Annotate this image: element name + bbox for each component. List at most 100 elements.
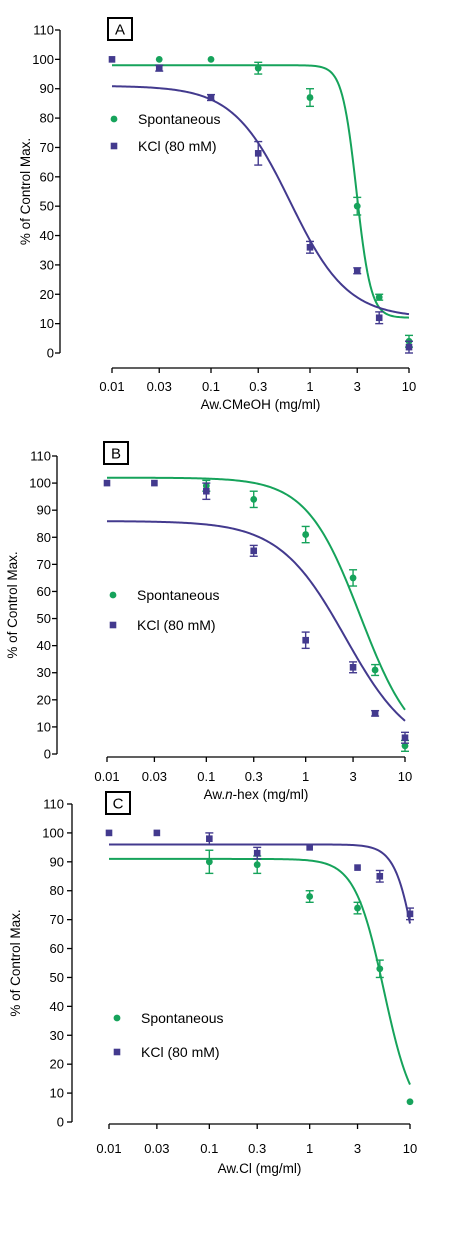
legend-marker-spontaneous xyxy=(109,591,117,599)
y-tick-label: 80 xyxy=(40,111,54,126)
y-axis-title: % of Control Max. xyxy=(5,551,20,658)
data-point-kcl xyxy=(306,844,313,851)
y-tick-label: 40 xyxy=(40,228,54,243)
data-point-spontaneous xyxy=(207,55,215,63)
data-point-spontaneous xyxy=(353,202,361,210)
fit-curve-circle xyxy=(112,64,410,319)
y-axis-title: % of Control Max. xyxy=(8,909,23,1016)
data-point-spontaneous xyxy=(354,904,361,912)
y-axis-title: % of Control Max. xyxy=(18,138,33,245)
data-point-spontaneous xyxy=(254,64,262,72)
y-tick-label: 70 xyxy=(40,140,54,155)
legend-marker-spontaneous xyxy=(110,115,118,123)
data-point-kcl xyxy=(108,56,116,63)
x-tick-label: 0.1 xyxy=(197,769,215,784)
legend-label: Spontaneous xyxy=(137,587,220,603)
panel-label-box xyxy=(105,791,131,815)
y-tick-label: 80 xyxy=(50,883,64,898)
y-tick-label: 110 xyxy=(33,23,54,38)
data-point-kcl xyxy=(151,479,158,487)
panel-label: B xyxy=(111,446,121,463)
data-point-spontaneous xyxy=(253,861,261,869)
y-tick-label: 10 xyxy=(40,316,54,331)
data-point-kcl xyxy=(155,64,163,72)
data-point-kcl xyxy=(306,243,314,251)
x-tick-label: 0.1 xyxy=(202,379,220,394)
y-tick-label: 50 xyxy=(40,199,54,214)
data-point-kcl xyxy=(203,487,210,495)
data-point-spontaneous xyxy=(376,965,384,973)
x-tick-label: 0.01 xyxy=(96,1141,121,1156)
data-point-spontaneous xyxy=(205,858,213,866)
y-tick-label: 50 xyxy=(37,611,51,626)
y-tick-label: 80 xyxy=(37,530,51,545)
x-tick-label: 0.3 xyxy=(248,1141,266,1156)
data-point-kcl xyxy=(105,829,113,837)
data-point-kcl xyxy=(250,547,258,555)
fit-curve-square xyxy=(106,520,406,722)
data-point-spontaneous xyxy=(375,293,383,301)
data-point-kcl xyxy=(371,710,379,717)
data-point-spontaneous xyxy=(250,495,258,503)
data-point-spontaneous xyxy=(401,742,409,750)
x-tick-label: 0.03 xyxy=(142,769,167,784)
fit-curve-square xyxy=(109,843,411,924)
y-tick-label: 40 xyxy=(50,999,64,1014)
data-point-kcl xyxy=(401,734,409,742)
data-point-spontaneous xyxy=(306,893,314,900)
data-point-kcl xyxy=(353,267,361,275)
y-tick-label: 0 xyxy=(44,747,51,762)
x-tick-label: 0.03 xyxy=(147,379,172,394)
x-tick-label: 10 xyxy=(398,769,412,784)
y-tick-label: 70 xyxy=(37,557,51,572)
data-point-kcl xyxy=(254,150,262,157)
y-tick-label: 20 xyxy=(50,1057,64,1072)
x-tick-label: 0.1 xyxy=(200,1141,218,1156)
y-tick-label: 90 xyxy=(37,503,51,518)
x-tick-label: 3 xyxy=(349,769,356,784)
panel-label-box xyxy=(103,441,129,465)
data-point-kcl xyxy=(376,872,384,880)
y-tick-label: 50 xyxy=(50,970,64,985)
y-tick-label: 0 xyxy=(47,346,54,361)
y-tick-label: 10 xyxy=(50,1086,64,1101)
x-tick-label: 3 xyxy=(354,379,361,394)
x-tick-label: 0.3 xyxy=(245,769,263,784)
panel-label: A xyxy=(115,22,125,39)
data-point-kcl xyxy=(253,849,261,857)
data-point-spontaneous xyxy=(306,94,314,101)
x-tick-label: 1 xyxy=(302,769,309,784)
data-point-spontaneous xyxy=(302,531,310,538)
data-point-kcl xyxy=(354,864,361,871)
y-tick-label: 100 xyxy=(42,825,64,840)
y-tick-label: 60 xyxy=(50,941,64,956)
y-tick-label: 30 xyxy=(50,1028,64,1043)
y-tick-label: 30 xyxy=(40,257,54,272)
data-point-kcl xyxy=(153,829,161,837)
data-point-kcl xyxy=(405,343,413,351)
data-point-kcl xyxy=(375,314,383,322)
x-tick-label: 10 xyxy=(402,379,416,394)
y-tick-label: 10 xyxy=(37,719,51,734)
data-point-spontaneous xyxy=(349,574,357,582)
y-tick-label: 110 xyxy=(43,797,64,812)
x-axis-title: Aw.n-hex (mg/ml) xyxy=(204,787,309,802)
y-tick-label: 20 xyxy=(37,692,51,707)
y-tick-label: 0 xyxy=(57,1115,64,1130)
x-tick-label: 0.01 xyxy=(99,379,124,394)
data-point-spontaneous xyxy=(155,55,163,63)
x-tick-label: 0.01 xyxy=(94,769,119,784)
legend-marker-kcl xyxy=(109,621,117,629)
x-tick-label: 1 xyxy=(306,379,313,394)
data-point-kcl xyxy=(103,479,111,487)
data-point-kcl xyxy=(349,664,357,671)
y-tick-label: 100 xyxy=(32,52,54,67)
legend-marker-spontaneous xyxy=(113,1014,121,1022)
y-tick-label: 70 xyxy=(50,912,64,927)
data-point-kcl xyxy=(206,835,213,842)
data-point-spontaneous xyxy=(406,1098,414,1106)
x-tick-label: 3 xyxy=(354,1141,361,1156)
